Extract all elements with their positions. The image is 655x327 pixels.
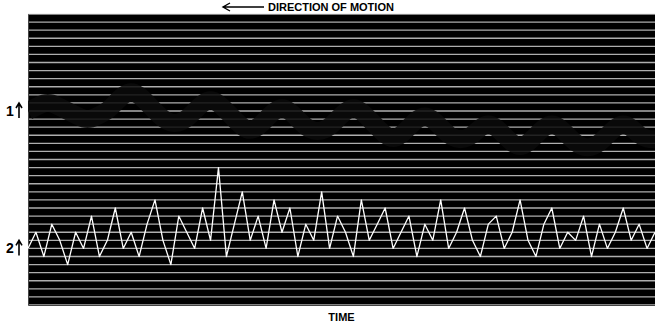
grid-line [28,304,655,305]
grid-line [28,46,655,47]
grid-line [28,272,655,273]
grid-line [28,296,655,297]
x-axis [29,305,655,306]
trace-arrow [16,240,22,255]
trace-label: 1 [6,103,14,119]
chart: 12DIRECTION OF MOTIONTIME [0,0,655,327]
grid-line [28,143,655,144]
grid-line [28,38,655,39]
trace-line [28,168,655,265]
grid-line [28,151,655,152]
grid-line [28,248,655,249]
grid-line [28,288,655,289]
grid-line [28,62,655,63]
x-axis-title: TIME [328,311,354,323]
plot [28,14,655,306]
grid-line [28,21,655,22]
trace-line [28,92,655,147]
grid-line [28,264,655,265]
title: DIRECTION OF MOTION [268,1,394,13]
grid-line [28,13,655,14]
traces [28,92,655,264]
grid [28,14,655,305]
grid-line [28,232,655,233]
grid-line [28,256,655,257]
x-axis-line [29,305,655,306]
grid-line [28,175,655,176]
grid-line [28,199,655,200]
grid-line [28,191,655,192]
grid-line [28,54,655,55]
y-axis [28,15,30,306]
y-axis-line [28,15,29,306]
grid-line [28,207,655,208]
grid-line [28,280,655,281]
plot-background [28,14,655,305]
motion-arrow [223,3,264,11]
grid-line [28,215,655,216]
grid-line [28,183,655,184]
grid-line [28,29,655,30]
trace-labels: 12 [6,103,22,256]
trace-label: 2 [6,240,14,256]
trace-arrow [16,103,22,118]
grid-line [28,159,655,160]
grid-line [28,167,655,168]
grid-line [28,78,655,79]
grid-line [28,70,655,71]
